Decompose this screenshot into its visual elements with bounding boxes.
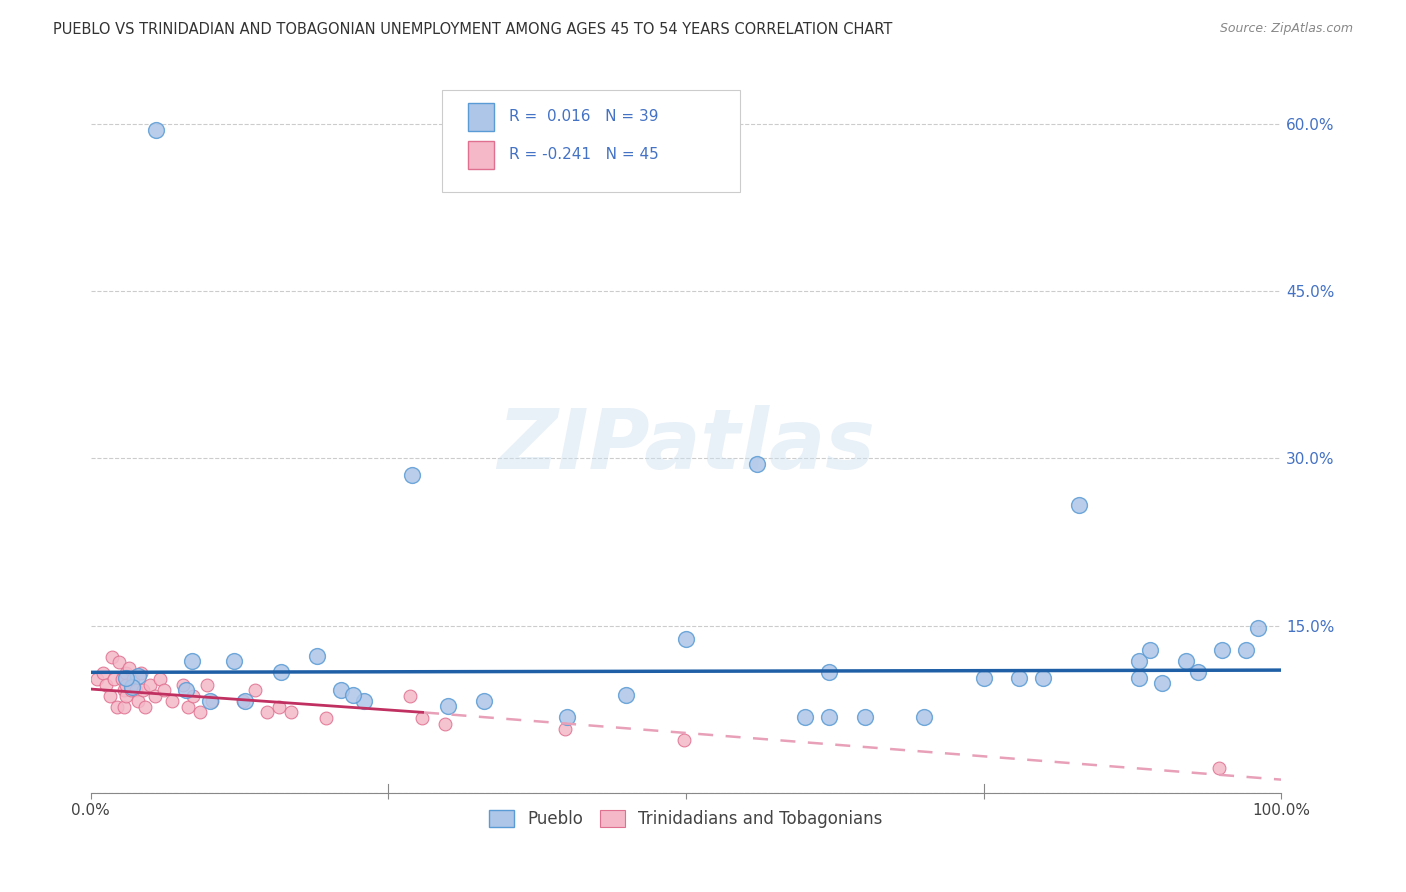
Point xyxy=(1152,676,1174,690)
Point xyxy=(434,716,457,731)
FancyBboxPatch shape xyxy=(468,103,495,130)
Point xyxy=(94,677,117,691)
FancyBboxPatch shape xyxy=(468,141,495,169)
Point xyxy=(134,699,156,714)
Point xyxy=(195,677,218,691)
Point xyxy=(1128,671,1150,685)
Point xyxy=(472,694,495,708)
Point xyxy=(554,722,576,736)
Point xyxy=(315,711,337,725)
Point xyxy=(329,683,352,698)
Point xyxy=(177,699,200,714)
Point xyxy=(115,666,138,681)
Point xyxy=(243,683,266,698)
Point xyxy=(1246,621,1268,635)
Point xyxy=(437,698,460,713)
Point xyxy=(105,699,128,714)
Point xyxy=(1032,671,1054,685)
Point xyxy=(256,706,278,720)
Point xyxy=(270,665,292,680)
Point xyxy=(672,733,695,747)
Point xyxy=(139,677,162,691)
Text: PUEBLO VS TRINIDADIAN AND TOBAGONIAN UNEMPLOYMENT AMONG AGES 45 TO 54 YEARS CORR: PUEBLO VS TRINIDADIAN AND TOBAGONIAN UNE… xyxy=(53,22,893,37)
Point xyxy=(235,694,257,708)
FancyBboxPatch shape xyxy=(441,90,740,192)
Point xyxy=(818,710,841,724)
Point xyxy=(973,671,995,685)
Point xyxy=(160,694,183,708)
Point xyxy=(127,694,149,708)
Point xyxy=(1008,671,1031,685)
Point xyxy=(616,688,638,702)
Point xyxy=(342,688,364,702)
Point xyxy=(555,710,578,724)
Point xyxy=(174,683,197,698)
Point xyxy=(112,683,135,698)
Point xyxy=(132,683,155,698)
Text: R =  0.016   N = 39: R = 0.016 N = 39 xyxy=(509,109,658,124)
Point xyxy=(188,706,211,720)
Point xyxy=(280,706,302,720)
Point xyxy=(112,699,135,714)
Point xyxy=(173,677,195,691)
Point xyxy=(201,694,224,708)
Point xyxy=(122,672,145,686)
Legend: Pueblo, Trinidadians and Tobagonians: Pueblo, Trinidadians and Tobagonians xyxy=(482,804,890,835)
Point xyxy=(818,665,841,680)
Point xyxy=(1139,643,1161,657)
Point xyxy=(86,672,108,686)
Point xyxy=(267,699,290,714)
Point xyxy=(222,654,245,668)
Point xyxy=(115,689,138,703)
Text: Source: ZipAtlas.com: Source: ZipAtlas.com xyxy=(1219,22,1353,36)
Point xyxy=(1211,643,1233,657)
Point xyxy=(118,661,141,675)
Point xyxy=(115,671,138,685)
Point xyxy=(180,654,202,668)
Text: ZIPatlas: ZIPatlas xyxy=(498,405,875,485)
Point xyxy=(1208,761,1230,775)
Point xyxy=(912,710,935,724)
Point xyxy=(747,457,769,471)
Point xyxy=(411,711,433,725)
Point xyxy=(91,666,114,681)
Point xyxy=(120,683,142,698)
Point xyxy=(1128,654,1150,668)
Point xyxy=(121,680,143,694)
Point xyxy=(1067,498,1090,512)
Point xyxy=(305,648,328,663)
Point xyxy=(353,694,375,708)
Point xyxy=(1187,665,1209,680)
Point xyxy=(198,694,221,708)
Point xyxy=(108,656,131,670)
Text: R = -0.241   N = 45: R = -0.241 N = 45 xyxy=(509,147,658,162)
Point xyxy=(794,710,817,724)
Point xyxy=(103,672,125,686)
Point xyxy=(853,710,876,724)
Point xyxy=(98,689,121,703)
Point xyxy=(181,689,204,703)
Point xyxy=(1234,643,1257,657)
Point xyxy=(401,468,423,483)
Point xyxy=(1175,654,1198,668)
Point xyxy=(129,666,152,681)
Point xyxy=(125,683,148,698)
Point xyxy=(127,668,149,682)
Point xyxy=(232,694,254,708)
Point xyxy=(115,677,138,691)
Point xyxy=(398,689,420,703)
Point xyxy=(143,689,166,703)
Point xyxy=(101,649,124,664)
Point xyxy=(149,672,172,686)
Point xyxy=(153,683,176,698)
Point xyxy=(110,672,132,686)
Point xyxy=(145,123,167,137)
Point xyxy=(675,632,697,646)
